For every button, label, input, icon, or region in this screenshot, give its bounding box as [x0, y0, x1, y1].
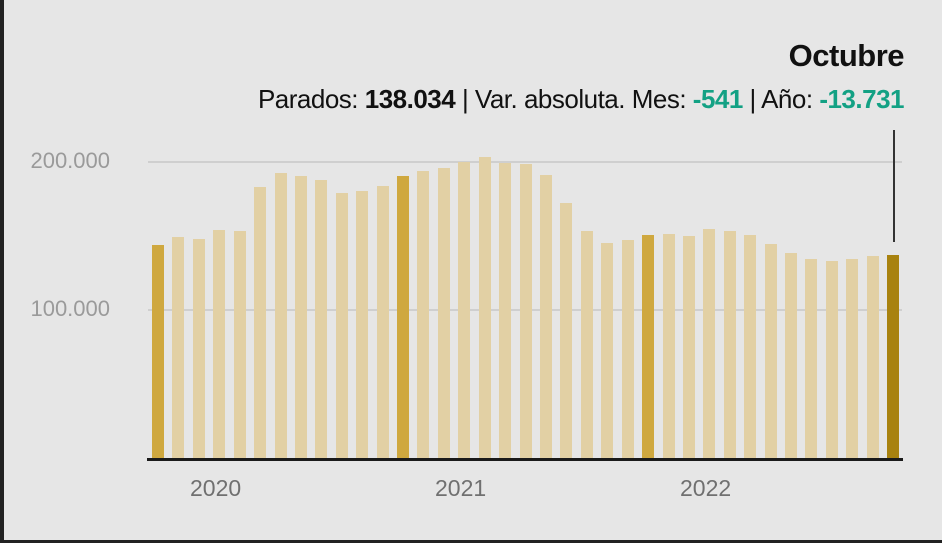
- bar-2022-09: [805, 259, 818, 459]
- bar-2021-01: [397, 176, 410, 459]
- bar-2021-04: [458, 161, 471, 459]
- bar-2020-10: [335, 193, 348, 459]
- y-tick-100000: 100.000: [30, 296, 110, 321]
- bar-2020-01: [152, 244, 164, 459]
- gridline-200000: [148, 161, 902, 163]
- bar-2020-11: [356, 190, 369, 459]
- y-tick-200000: 200.000: [30, 148, 110, 173]
- bar-2020-05: [233, 230, 246, 459]
- bar-2021-08: [539, 174, 552, 459]
- bar-2021-02: [417, 170, 430, 459]
- chart-title: Octubre: [788, 38, 905, 73]
- bar-2020-12: [376, 185, 389, 459]
- bar-2020-08: [294, 176, 307, 459]
- bar-2022-11: [846, 259, 859, 459]
- parados-label: Parados:: [257, 84, 365, 114]
- bar-2021-10: [580, 230, 593, 459]
- x-tick-2020: 2020: [190, 475, 242, 501]
- frame-bottom-border: [0, 540, 942, 543]
- bar-2021-11: [601, 243, 614, 459]
- mes-value: -541: [692, 84, 744, 114]
- bar-2020-02: [172, 237, 185, 459]
- anio-label: | Año:: [742, 84, 820, 114]
- parados-value: 138.034: [364, 84, 456, 114]
- bar-2022-10: [825, 260, 838, 459]
- bar-2021-05: [478, 156, 491, 459]
- bar-2021-03: [437, 168, 450, 459]
- bar-2021-09: [560, 202, 573, 459]
- bar-2023-01: [887, 254, 900, 459]
- bar-2021-06: [499, 163, 512, 459]
- bar-2022-04: [703, 229, 716, 459]
- bar-2022-06: [744, 234, 757, 459]
- bar-2022-05: [723, 230, 736, 459]
- bar-2021-12: [621, 239, 634, 459]
- bar-2022-01: [642, 234, 655, 459]
- x-tick-2022: 2022: [680, 475, 732, 501]
- bar-2022-03: [682, 235, 695, 459]
- mes-label: | Var. absoluta. Mes:: [455, 84, 693, 114]
- annotation-line: [893, 130, 895, 242]
- anio-value: -13.731: [819, 84, 904, 114]
- bar-2022-02: [662, 234, 675, 459]
- bar-2021-07: [519, 164, 532, 459]
- x-axis-baseline: [147, 458, 903, 461]
- bar-2020-07: [274, 173, 287, 459]
- bar-2022-07: [764, 243, 777, 459]
- bar-2020-09: [315, 180, 328, 459]
- chart-subtitle: Parados: 138.034 | Var. absoluta. Mes: -…: [257, 84, 905, 115]
- x-tick-2021: 2021: [435, 475, 487, 501]
- bar-2022-12: [866, 255, 879, 459]
- bar-2020-06: [254, 186, 267, 459]
- frame-left-border: [0, 0, 4, 543]
- bar-2020-03: [192, 239, 205, 459]
- bar-2020-04: [213, 230, 226, 459]
- bar-2022-08: [785, 252, 798, 459]
